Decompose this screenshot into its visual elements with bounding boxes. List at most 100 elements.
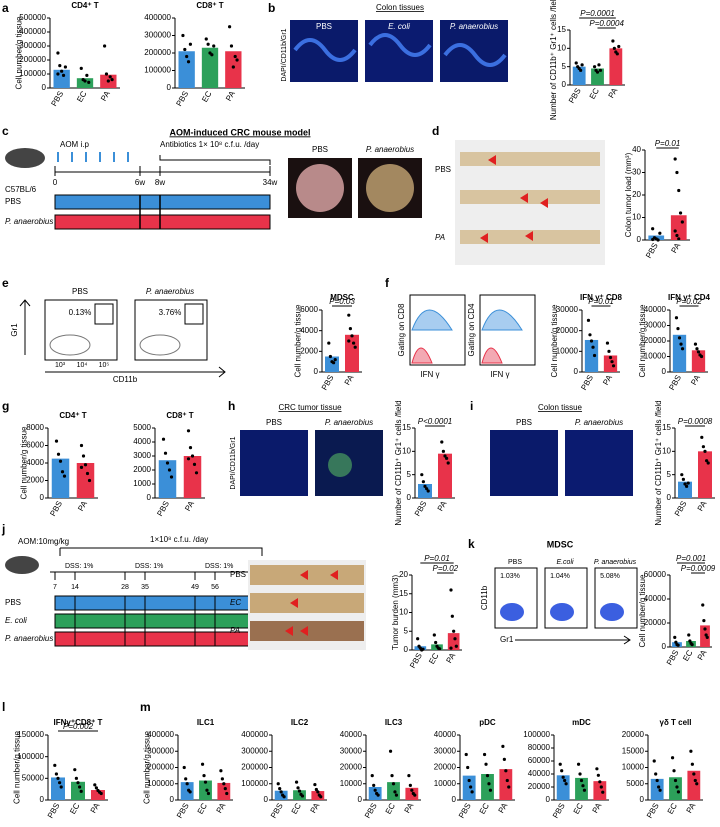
timeline bbox=[54, 155, 271, 176]
image-label: E. coli bbox=[388, 22, 410, 31]
dss-label: DSS: 1% bbox=[65, 563, 93, 570]
data-point bbox=[596, 773, 600, 777]
data-point bbox=[63, 65, 67, 69]
bar bbox=[603, 355, 618, 372]
data-point bbox=[693, 778, 697, 783]
data-point bbox=[185, 54, 189, 59]
data-point bbox=[278, 787, 282, 791]
data-point bbox=[110, 78, 114, 82]
data-point bbox=[413, 793, 417, 797]
data-point bbox=[228, 25, 232, 29]
bar bbox=[293, 790, 306, 800]
y-tick-label: 20000 bbox=[622, 730, 645, 739]
data-point bbox=[53, 763, 57, 767]
axis-label: IFN γ bbox=[420, 370, 439, 379]
data-point bbox=[485, 774, 490, 778]
panel-b: Colon tissues DAPI/CD11b/Gr1 PBS E. coli… bbox=[281, 3, 508, 82]
y-tick-label: 300000 bbox=[144, 31, 171, 40]
y-tick-label: 15 bbox=[557, 25, 566, 34]
data-point bbox=[416, 637, 420, 641]
data-point bbox=[229, 44, 234, 48]
y-axis-label: Cell number/g tissue bbox=[294, 304, 303, 377]
data-point bbox=[701, 603, 705, 607]
y-tick-label: 2000 bbox=[26, 476, 44, 485]
data-point bbox=[231, 65, 235, 69]
data-point bbox=[655, 778, 659, 783]
y-tick-label: 150000 bbox=[17, 730, 44, 739]
y-tick-label: 100000 bbox=[144, 66, 171, 75]
data-point bbox=[452, 629, 456, 633]
y-tick-label: 10 bbox=[662, 446, 671, 455]
y-tick-label: 10 bbox=[632, 213, 641, 222]
y-tick-label: 200000 bbox=[19, 55, 46, 64]
x-tick-label: PBS bbox=[673, 500, 689, 518]
data-point bbox=[194, 471, 199, 475]
data-point bbox=[73, 768, 77, 772]
data-point bbox=[220, 777, 224, 781]
data-point bbox=[453, 637, 457, 641]
bar bbox=[51, 458, 70, 498]
x-tick-label: PA bbox=[601, 373, 614, 387]
data-point bbox=[466, 765, 470, 770]
y-tick-label: 40 bbox=[632, 145, 641, 154]
image-label: PBS bbox=[72, 287, 88, 296]
data-point bbox=[675, 785, 679, 789]
y-axis-label: Tumor burden (mm3) bbox=[391, 575, 400, 651]
x-tick-label: PA bbox=[685, 801, 698, 815]
x-tick-label: PA bbox=[591, 801, 604, 815]
group-bar bbox=[54, 214, 271, 230]
p-value: P<0.0001 bbox=[418, 417, 452, 426]
data-point bbox=[190, 454, 195, 458]
y-tick-label: 400000 bbox=[147, 730, 174, 739]
p-value: P=0.01 bbox=[424, 554, 450, 563]
data-point bbox=[599, 785, 603, 789]
data-point bbox=[206, 791, 211, 796]
micrograph bbox=[240, 430, 308, 496]
chart-title: IFNγ⁺CD8⁺ T bbox=[54, 718, 103, 727]
y-tick-label: 6000 bbox=[26, 441, 44, 450]
x-tick-label: PA bbox=[309, 801, 322, 815]
bar bbox=[670, 215, 687, 240]
data-point bbox=[441, 449, 445, 453]
dss-label: DSS: 1% bbox=[205, 563, 233, 570]
mouse-icon bbox=[5, 148, 45, 168]
data-point bbox=[235, 58, 239, 62]
aom-label: AOM i.p bbox=[60, 140, 89, 149]
group-label: P. anaerobius bbox=[5, 634, 53, 643]
data-point bbox=[592, 353, 597, 358]
data-point bbox=[612, 46, 616, 50]
y-tick-label: 10000 bbox=[434, 779, 457, 788]
timeline bbox=[139, 195, 161, 229]
data-point bbox=[578, 772, 582, 776]
data-point bbox=[161, 437, 166, 441]
section-title: MDSC bbox=[547, 539, 574, 549]
timeline-label: 34w bbox=[263, 178, 278, 187]
data-point bbox=[673, 229, 677, 233]
bar bbox=[481, 774, 494, 800]
chart-title: MDSC bbox=[330, 293, 354, 302]
bar bbox=[71, 781, 85, 800]
gate-percent: 3.76% bbox=[159, 308, 182, 317]
data-point bbox=[505, 778, 509, 783]
y-axis-label: Number of CD11b⁺ Gr1⁺ cells /field bbox=[394, 400, 403, 525]
data-point bbox=[204, 37, 208, 41]
y-tick-label: 20000 bbox=[528, 782, 551, 791]
y-tick-label: 4000 bbox=[300, 326, 318, 335]
data-point bbox=[87, 80, 91, 84]
chart-title: ILC3 bbox=[385, 718, 403, 727]
panel-letter: l bbox=[2, 700, 5, 714]
axis-label: CD11b bbox=[480, 585, 489, 610]
y-tick-label: 40000 bbox=[644, 305, 667, 314]
image-label: P. anaerobius bbox=[594, 559, 637, 566]
data-point bbox=[434, 640, 438, 645]
bar bbox=[593, 781, 607, 800]
x-tick-label: PBS bbox=[48, 500, 64, 518]
data-point bbox=[79, 789, 83, 793]
y-tick-label: 2000 bbox=[133, 465, 151, 474]
data-point bbox=[60, 470, 65, 474]
x-tick-label: PA bbox=[607, 86, 620, 100]
bar bbox=[225, 51, 242, 88]
data-point bbox=[294, 780, 299, 784]
panel-letter: a bbox=[2, 1, 9, 15]
data-point bbox=[683, 482, 687, 486]
